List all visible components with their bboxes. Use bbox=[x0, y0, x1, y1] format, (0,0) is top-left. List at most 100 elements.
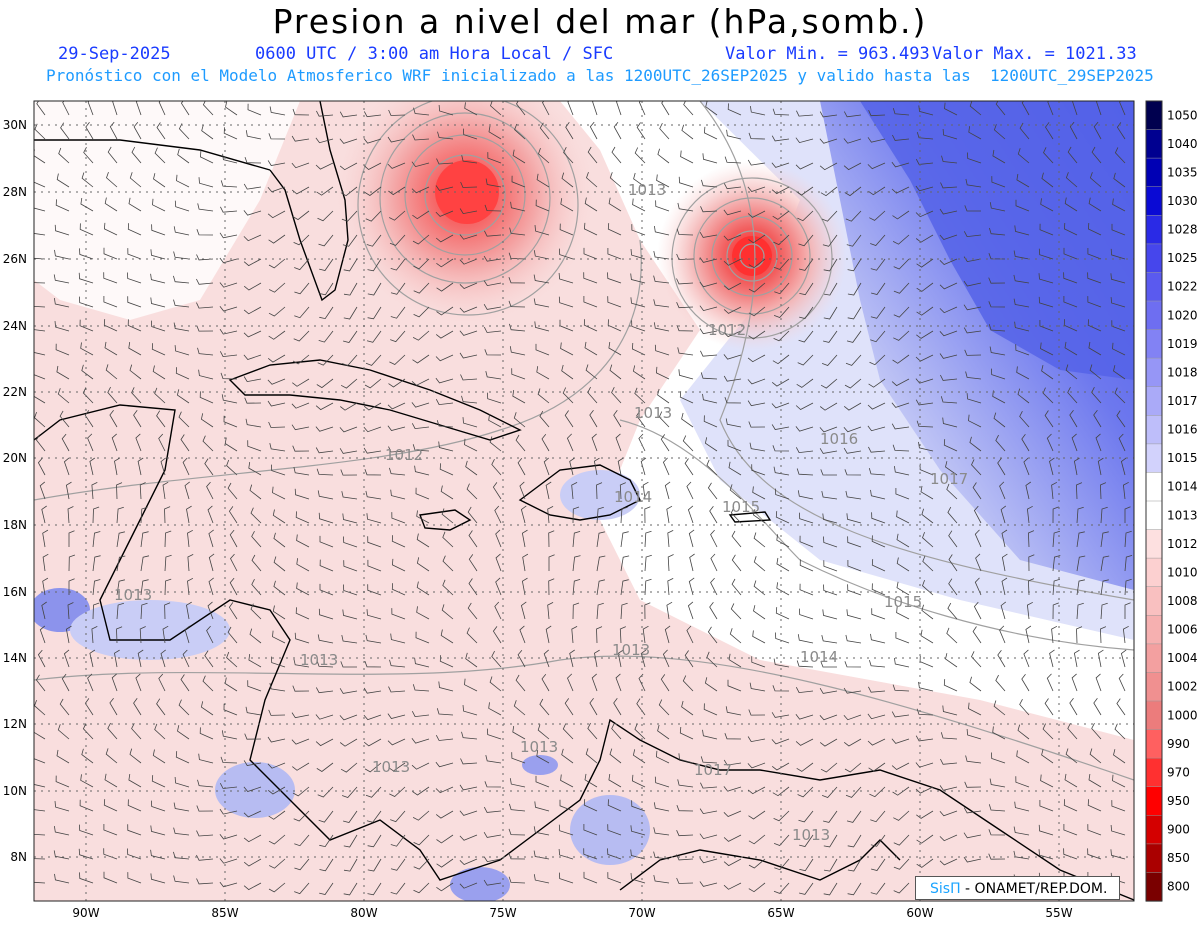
wind-barb bbox=[583, 296, 598, 308]
wind-barb bbox=[413, 834, 430, 846]
wind-barb bbox=[819, 111, 838, 118]
wind-barb bbox=[1100, 579, 1109, 596]
wind-barb bbox=[483, 303, 502, 310]
wind-barb bbox=[587, 722, 598, 740]
wind-barb bbox=[922, 531, 934, 548]
colorbar-label: 990 bbox=[1167, 737, 1190, 751]
wind-barb bbox=[416, 606, 430, 620]
wind-barb bbox=[700, 756, 718, 764]
wind-barb bbox=[943, 679, 958, 692]
wind-barb bbox=[202, 435, 214, 452]
wind-barb bbox=[608, 341, 622, 356]
colorbar-label: 1035 bbox=[1167, 165, 1198, 179]
wind-barb bbox=[436, 858, 454, 868]
wind-barb bbox=[160, 457, 166, 476]
wind-barb bbox=[128, 342, 142, 356]
wind-barb bbox=[243, 834, 262, 843]
wind-barb bbox=[435, 786, 454, 794]
wind-barb bbox=[634, 387, 646, 404]
wind-barb bbox=[666, 505, 673, 524]
wind-barb bbox=[1097, 649, 1104, 668]
wind-barb bbox=[459, 882, 478, 889]
wind-barb bbox=[199, 391, 214, 404]
wind-barb bbox=[65, 625, 72, 644]
wind-barb bbox=[228, 602, 238, 620]
wind-barb bbox=[219, 351, 238, 358]
wind-barb bbox=[699, 281, 718, 288]
wind-barb bbox=[441, 508, 454, 524]
wind-barb bbox=[364, 378, 382, 389]
wind-barb bbox=[572, 506, 580, 524]
wind-barb bbox=[1120, 457, 1127, 476]
colorbar-swatch bbox=[1145, 186, 1163, 217]
wind-barb bbox=[342, 609, 358, 620]
wind-barb bbox=[892, 134, 910, 141]
wind-barb bbox=[537, 724, 550, 740]
wind-barb bbox=[268, 421, 286, 428]
wind-barb bbox=[61, 433, 70, 452]
wind-barb bbox=[508, 277, 526, 284]
wind-barb bbox=[79, 296, 94, 308]
wind-barb bbox=[747, 736, 766, 743]
wind-barb bbox=[893, 834, 910, 846]
wind-barb bbox=[513, 700, 526, 716]
wind-barb bbox=[315, 402, 334, 411]
wind-barb bbox=[1039, 223, 1054, 236]
wind-barb bbox=[963, 807, 982, 814]
wind-barb bbox=[104, 341, 118, 356]
wind-barb bbox=[208, 553, 215, 572]
wind-barb bbox=[1001, 553, 1008, 572]
wind-barb bbox=[412, 810, 430, 821]
wind-barb bbox=[869, 786, 886, 798]
wind-barb bbox=[533, 250, 550, 260]
wind-barb bbox=[520, 505, 527, 524]
wind-barb bbox=[1040, 342, 1054, 356]
colorbar-frame bbox=[1145, 100, 1163, 902]
wind-barb bbox=[293, 466, 310, 476]
wind-barb bbox=[267, 736, 286, 743]
colorbar-label: 1030 bbox=[1167, 194, 1198, 208]
wind-barb bbox=[59, 410, 70, 428]
wind-barb bbox=[822, 234, 838, 247]
wind-barb bbox=[963, 832, 982, 839]
wind-barb bbox=[391, 512, 406, 524]
wind-barb bbox=[942, 705, 958, 716]
wind-barb bbox=[535, 775, 550, 788]
wind-barb bbox=[139, 626, 146, 644]
map-field: 1013 1012 1013 1012 1014 1015 1016 1017 … bbox=[34, 101, 1134, 901]
contour-label: 1013 bbox=[114, 586, 152, 604]
wind-barb bbox=[367, 858, 382, 872]
wind-barb bbox=[1114, 723, 1126, 740]
wind-barb bbox=[248, 462, 262, 476]
colorbar-swatch bbox=[1145, 443, 1163, 474]
wind-barb bbox=[533, 850, 550, 860]
wind-barb bbox=[467, 506, 478, 524]
wind-barb bbox=[659, 123, 670, 140]
wind-barb bbox=[509, 346, 526, 356]
wind-barb bbox=[63, 649, 70, 668]
wind-barb bbox=[541, 673, 550, 692]
wind-barb bbox=[107, 146, 118, 164]
wind-barb bbox=[519, 625, 526, 644]
wind-barb bbox=[114, 457, 120, 476]
wind-barb bbox=[175, 751, 190, 764]
lat-label: 20N bbox=[3, 451, 27, 465]
colorbar-swatch bbox=[1145, 872, 1163, 902]
wind-barb bbox=[562, 723, 574, 740]
wind-barb bbox=[484, 204, 502, 212]
wind-barb bbox=[196, 830, 214, 837]
wind-barb bbox=[893, 810, 910, 821]
wind-barb bbox=[820, 762, 838, 773]
wind-barb bbox=[676, 324, 694, 332]
wind-barb bbox=[1087, 272, 1102, 284]
lon-label: 90W bbox=[72, 906, 99, 920]
contour-label: 1013 bbox=[634, 404, 672, 422]
wind-barb bbox=[459, 858, 478, 865]
wind-barb bbox=[891, 423, 910, 430]
wind-barb bbox=[187, 554, 194, 572]
wind-barb bbox=[341, 210, 358, 222]
wind-barb bbox=[869, 354, 886, 366]
wind-barb bbox=[700, 372, 718, 380]
wind-barb bbox=[412, 786, 430, 796]
wind-barb bbox=[269, 682, 286, 692]
